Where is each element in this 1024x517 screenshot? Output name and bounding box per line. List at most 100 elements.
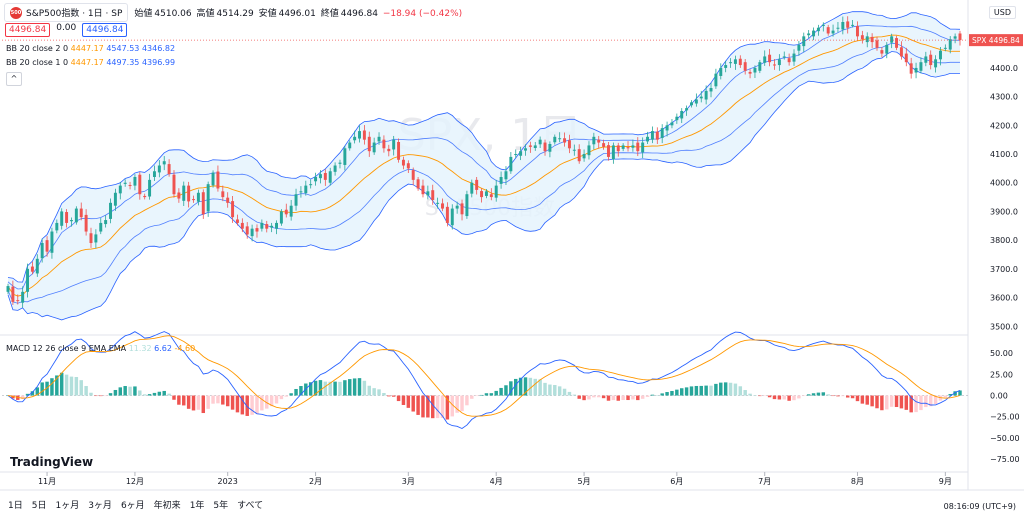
macd-hist-bar: [943, 395, 948, 398]
price-tick-label: 3700.0: [990, 265, 1018, 274]
macd-tick-label: −25.00: [990, 413, 1020, 422]
candle-body: [694, 99, 698, 104]
macd-hist-bar: [885, 395, 889, 410]
candle-body: [16, 300, 20, 302]
tf-ytd[interactable]: 年初来: [153, 501, 181, 511]
macd-hist-bar: [953, 391, 957, 396]
macd-hist-bar: [904, 395, 909, 410]
candle-body: [807, 33, 811, 36]
macd-hist-bar: [738, 386, 743, 396]
candle-body: [416, 179, 420, 189]
macd-hist-bar: [338, 381, 342, 396]
tf-all[interactable]: すべて: [237, 501, 264, 511]
candle-body: [611, 145, 615, 160]
macd-hist-bar: [431, 395, 435, 419]
macd-hist-bar: [606, 395, 611, 401]
bb2-legend[interactable]: BB 20 close 2 0 4447.17 4547.53 4346.82: [6, 44, 176, 53]
candle-body: [499, 177, 503, 184]
candle-body: [309, 184, 313, 186]
macd-hist-bar: [479, 394, 484, 396]
candle-body: [582, 154, 586, 159]
signal-line: [7, 335, 961, 417]
macd-hist-bar: [831, 395, 835, 397]
candle-body: [275, 222, 278, 229]
candle-body: [79, 208, 83, 218]
candle-body: [69, 220, 73, 222]
candle-body: [450, 208, 454, 226]
bb1-legend[interactable]: BB 20 close 1 0 4447.17 4497.35 4396.99: [6, 58, 176, 67]
macd-hist-bar: [440, 395, 445, 418]
candle-body: [348, 142, 352, 149]
currency-selector[interactable]: USD: [988, 6, 1016, 19]
candle-body: [860, 35, 864, 40]
macd-hist-bar: [25, 393, 30, 396]
tf-5y[interactable]: 5年: [213, 501, 229, 511]
macd-hist-bar: [523, 377, 528, 396]
candle-body: [699, 96, 703, 99]
candle-body: [538, 139, 542, 145]
candle-body: [626, 147, 630, 149]
macd-hist-bar: [182, 395, 186, 406]
macd-legend[interactable]: MACD 12 26 close 9 EMA EMA 11.32 6.62 -4…: [6, 344, 196, 353]
candle-body: [826, 27, 830, 34]
macd-hist-bar: [772, 395, 777, 400]
macd-tick-label: 0.00: [990, 392, 1008, 401]
price-boxes: 4496.84 0.00 4496.84: [5, 23, 128, 37]
macd-hist-bar: [806, 394, 811, 396]
candle-body: [929, 54, 933, 66]
macd-hist-bar: [855, 395, 860, 402]
candle-body: [729, 62, 733, 64]
x-tick-label: 2月: [309, 477, 322, 486]
macd-hist-bar: [94, 395, 98, 397]
macd-hist-bar: [621, 395, 625, 401]
macd-hist-bar: [631, 395, 635, 400]
macd-hist-bar: [914, 395, 918, 413]
tf-1m[interactable]: 1ヶ月: [55, 501, 80, 511]
candle-body: [436, 202, 440, 204]
macd-hist-bar: [802, 395, 806, 397]
macd-hist-bar: [889, 395, 894, 407]
macd-hist-bar: [650, 394, 655, 396]
candle-body: [602, 143, 606, 147]
candle-body: [445, 206, 449, 223]
buy-price[interactable]: 4496.84: [82, 23, 128, 37]
tf-6m[interactable]: 6ヶ月: [120, 501, 145, 511]
candle-body: [592, 136, 596, 145]
candle-body: [157, 165, 161, 173]
tf-3m[interactable]: 3ヶ月: [88, 501, 112, 511]
tf-5d[interactable]: 5日: [31, 501, 47, 511]
candle-body: [924, 56, 928, 63]
candle-body: [738, 58, 742, 66]
tf-1y[interactable]: 1年: [189, 501, 205, 511]
clock: 08:16:09 (UTC+9): [943, 502, 1016, 511]
macd-hist-bar: [357, 378, 362, 396]
candle-body: [792, 53, 796, 62]
candle-body: [60, 211, 64, 226]
macd-hist-bar: [133, 386, 137, 396]
macd-hist-bar: [640, 395, 645, 399]
candle-body: [768, 54, 772, 63]
macd-hist-bar: [445, 395, 450, 420]
candle-body: [563, 138, 567, 143]
collapse-legend-icon[interactable]: ^: [6, 72, 22, 86]
macd-hist-bar: [45, 381, 49, 396]
sell-price[interactable]: 4496.84: [5, 23, 51, 37]
macd-hist-bar: [660, 393, 664, 396]
macd-hist-bar: [719, 382, 723, 396]
macd-hist-bar: [753, 395, 757, 397]
candle-body: [607, 145, 610, 157]
macd-hist-bar: [191, 395, 196, 411]
candle-body: [719, 67, 723, 76]
tf-1d[interactable]: 1日: [8, 501, 23, 511]
macd-hist-bar: [348, 379, 352, 396]
candle-body: [367, 136, 371, 152]
symbol-selector[interactable]: 500 S&P500指数 · 1日 · SP: [4, 3, 129, 22]
candle-body: [148, 179, 152, 197]
macd-hist-bar: [562, 388, 567, 396]
bb2-lower-line: [7, 51, 960, 321]
x-tick-label: 2023: [218, 477, 238, 486]
macd-hist-bar: [860, 395, 865, 404]
price-tick-label: 4400.0: [990, 64, 1018, 73]
macd-hist-bar: [758, 395, 762, 397]
